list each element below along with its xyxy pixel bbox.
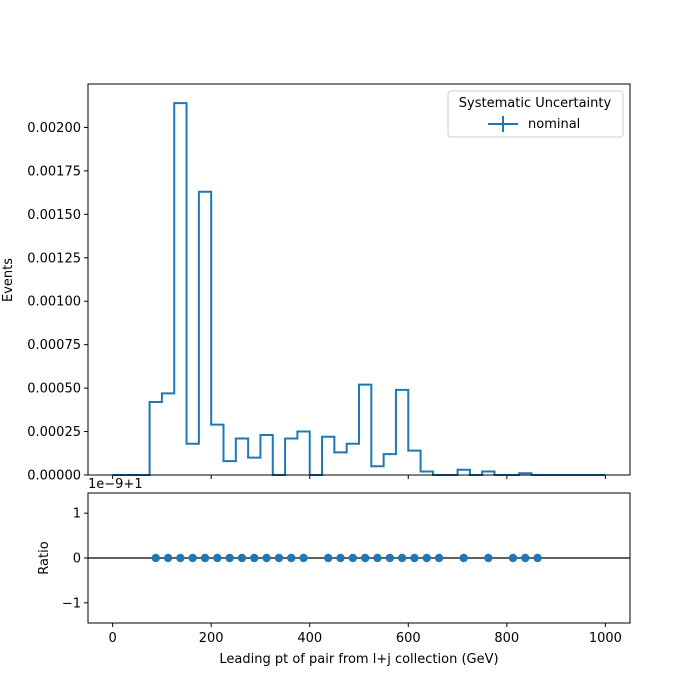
ratio-frame bbox=[87, 492, 631, 624]
histogram-y-tick-label: 0.00025 bbox=[27, 425, 81, 440]
legend-box bbox=[447, 90, 624, 138]
histogram-y-tick-label: 0.00050 bbox=[27, 382, 81, 397]
ratio-point bbox=[250, 553, 259, 563]
x-tick-label: 800 bbox=[494, 631, 519, 646]
ratio-point bbox=[237, 553, 247, 563]
ratio-point bbox=[274, 553, 284, 563]
ratio-y-tick-label: −1 bbox=[62, 596, 81, 611]
x-tick-label: 0 bbox=[108, 631, 116, 646]
ratio-panel: −1 0 1 0 200 400 600 800 1000 1e−9+1 Ratio Lead… bbox=[37, 477, 631, 667]
ratio-point bbox=[397, 553, 407, 563]
ratio-y-axis-label: Ratio bbox=[37, 541, 52, 574]
x-tick-label: 200 bbox=[199, 631, 224, 646]
ratio-points bbox=[151, 553, 542, 563]
ratio-y-tick-label: 1 bbox=[73, 507, 81, 522]
ratio-point bbox=[299, 553, 308, 563]
ratio-point bbox=[484, 553, 493, 563]
ratio-point bbox=[360, 553, 370, 563]
x-axis-label: Leading pt of pair from l+j collection (… bbox=[219, 652, 498, 667]
ratio-point bbox=[336, 553, 345, 563]
histogram-y-tick-label: 0.00075 bbox=[27, 338, 81, 353]
ratio-y-ticks: −1 0 1 bbox=[62, 507, 88, 611]
ratio-point bbox=[410, 553, 419, 563]
ratio-point bbox=[373, 553, 382, 563]
ratio-point bbox=[385, 553, 394, 563]
ratio-offset-text: 1e−9+1 bbox=[88, 477, 143, 492]
ratio-point bbox=[434, 553, 444, 563]
legend-marker-nominal bbox=[488, 116, 518, 132]
ratio-point bbox=[225, 553, 234, 563]
histogram-y-axis-label: Events bbox=[1, 258, 16, 302]
histogram-panel: 0.00000 0.00025 0.00050 0.00075 0.00100 0.001… bbox=[1, 83, 631, 484]
ratio-point bbox=[533, 553, 542, 563]
legend: Systematic Uncertainty nominal bbox=[447, 90, 624, 138]
ratio-y-tick-label: 0 bbox=[73, 552, 81, 567]
x-tick-label: 400 bbox=[297, 631, 322, 646]
histogram-step-line bbox=[112, 102, 606, 476]
ratio-point bbox=[459, 553, 468, 563]
ratio-point bbox=[151, 553, 160, 563]
histogram-y-tick-label: 0.00150 bbox=[27, 208, 81, 223]
ratio-point bbox=[508, 553, 518, 563]
ratio-point bbox=[422, 553, 431, 563]
histogram-y-tick-label: 0.00175 bbox=[27, 164, 81, 179]
ratio-point bbox=[521, 553, 530, 563]
histogram-y-tick-label: 0.00125 bbox=[27, 251, 81, 266]
ratio-point bbox=[176, 553, 185, 563]
ratio-point bbox=[188, 553, 197, 563]
histogram-y-tick-label: 0.00200 bbox=[27, 121, 81, 136]
histogram-y-ticks: 0.00000 0.00025 0.00050 0.00075 0.00100 0.001… bbox=[27, 121, 88, 484]
ratio-x-ticks: 0 200 400 600 800 1000 bbox=[108, 623, 622, 646]
ratio-point bbox=[287, 553, 296, 563]
ratio-point bbox=[213, 553, 222, 563]
legend-title: Systematic Uncertainty bbox=[459, 96, 612, 111]
x-tick-label: 600 bbox=[396, 631, 421, 646]
ratio-point bbox=[324, 553, 333, 563]
histogram-y-tick-label: 0.00100 bbox=[27, 295, 81, 310]
histogram-frame bbox=[87, 83, 631, 476]
ratio-point bbox=[262, 553, 271, 563]
ratio-point bbox=[163, 553, 173, 563]
histogram-y-tick-label: 0.00000 bbox=[27, 469, 81, 484]
ratio-point bbox=[200, 553, 210, 563]
ratio-point bbox=[348, 553, 358, 563]
legend-label-nominal: nominal bbox=[528, 117, 580, 132]
x-tick-label: 1000 bbox=[589, 631, 622, 646]
